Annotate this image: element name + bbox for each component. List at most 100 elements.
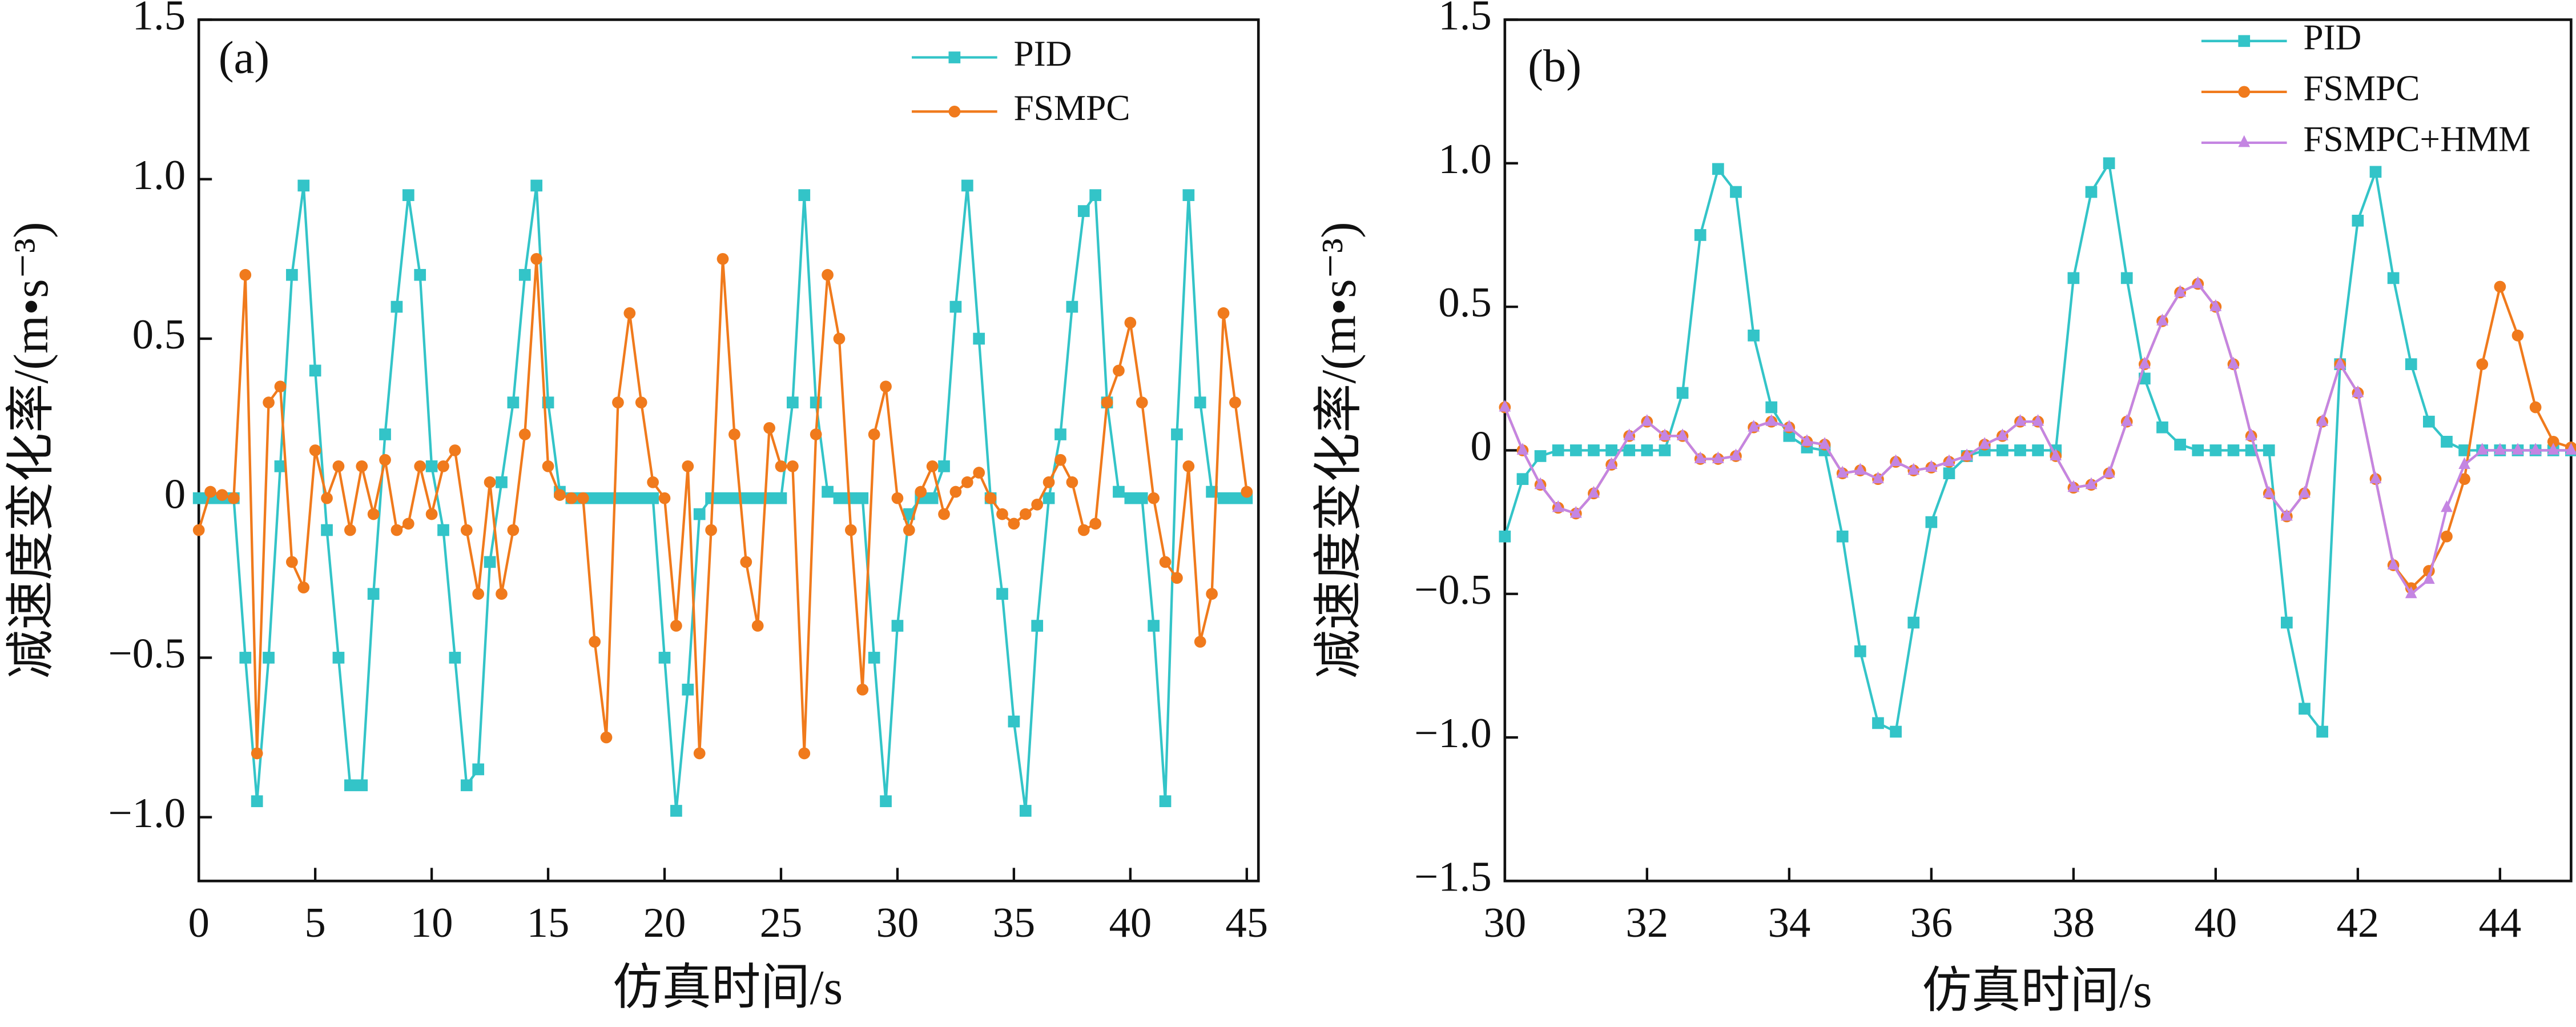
marker xyxy=(518,268,531,281)
marker xyxy=(2138,356,2151,369)
marker xyxy=(332,652,345,664)
marker xyxy=(751,492,764,504)
marker xyxy=(379,428,391,440)
marker xyxy=(2511,443,2524,455)
marker xyxy=(1978,437,1991,449)
marker xyxy=(1569,506,1582,518)
marker xyxy=(903,524,915,536)
marker xyxy=(414,460,426,472)
marker xyxy=(263,396,275,408)
marker xyxy=(321,492,333,504)
marker xyxy=(274,460,287,472)
marker xyxy=(2281,508,2293,521)
marker xyxy=(682,683,694,696)
marker xyxy=(2458,473,2470,486)
marker xyxy=(530,179,543,192)
marker xyxy=(251,795,263,808)
marker xyxy=(274,380,287,393)
marker xyxy=(1171,428,1183,440)
marker xyxy=(868,652,880,664)
marker xyxy=(1101,396,1113,408)
x-tick-label: 32 xyxy=(1625,899,1668,946)
x-tick-label: 15 xyxy=(527,899,570,946)
marker xyxy=(658,492,671,504)
x-tick-label: 10 xyxy=(410,899,453,946)
marker xyxy=(1907,616,1920,629)
marker xyxy=(740,492,752,504)
marker xyxy=(1641,444,1653,456)
marker xyxy=(2238,86,2251,98)
marker xyxy=(2299,703,2311,715)
marker xyxy=(2120,272,2133,284)
marker xyxy=(2263,444,2275,456)
marker xyxy=(822,268,834,281)
marker xyxy=(1730,448,1742,460)
marker xyxy=(425,508,438,520)
marker xyxy=(1206,588,1218,600)
marker xyxy=(717,492,729,504)
marker xyxy=(1588,486,1600,498)
marker xyxy=(948,105,961,118)
marker xyxy=(2316,725,2328,738)
marker xyxy=(856,683,869,696)
marker xyxy=(216,489,228,501)
marker xyxy=(2245,428,2257,440)
marker xyxy=(332,460,345,472)
marker xyxy=(565,492,578,504)
marker xyxy=(402,517,414,530)
marker xyxy=(833,492,846,504)
marker xyxy=(1534,477,1547,490)
marker xyxy=(1089,189,1102,201)
marker xyxy=(1089,517,1102,530)
marker xyxy=(2281,616,2293,629)
marker xyxy=(2494,443,2506,455)
marker xyxy=(844,524,857,536)
marker xyxy=(787,460,799,472)
marker xyxy=(1694,229,1706,241)
marker xyxy=(1925,516,1938,528)
marker xyxy=(647,492,659,504)
marker xyxy=(1113,486,1125,498)
marker xyxy=(926,460,939,472)
marker xyxy=(1659,444,1671,456)
plot-frame xyxy=(197,18,1260,882)
marker xyxy=(484,556,496,568)
marker xyxy=(2014,444,2026,456)
x-tick-label: 35 xyxy=(992,899,1035,946)
marker xyxy=(496,588,508,600)
marker xyxy=(2511,330,2524,342)
marker xyxy=(2547,436,2559,448)
marker xyxy=(1748,330,1760,342)
marker xyxy=(1031,620,1044,632)
marker xyxy=(2494,280,2506,293)
marker xyxy=(1588,444,1600,456)
marker xyxy=(1872,717,1884,729)
marker xyxy=(2441,530,2453,543)
marker xyxy=(949,486,962,498)
marker xyxy=(961,476,973,488)
marker xyxy=(1748,419,1760,432)
marker xyxy=(2387,557,2400,569)
marker xyxy=(344,779,356,792)
marker xyxy=(798,189,811,201)
marker xyxy=(1552,500,1564,512)
marker xyxy=(1217,307,1230,319)
marker xyxy=(915,486,927,498)
marker xyxy=(798,747,811,760)
marker xyxy=(763,422,775,434)
marker xyxy=(437,524,449,536)
marker xyxy=(2067,272,2080,284)
marker xyxy=(1241,486,1253,498)
marker xyxy=(344,524,356,536)
marker xyxy=(1182,460,1195,472)
x-tick-label: 25 xyxy=(760,899,803,946)
legend-label: PID xyxy=(2303,17,2361,57)
marker xyxy=(402,189,414,201)
marker xyxy=(192,524,205,536)
marker xyxy=(379,454,391,466)
marker xyxy=(1136,396,1148,408)
marker xyxy=(2067,480,2080,492)
marker xyxy=(984,492,997,504)
marker xyxy=(192,492,205,504)
